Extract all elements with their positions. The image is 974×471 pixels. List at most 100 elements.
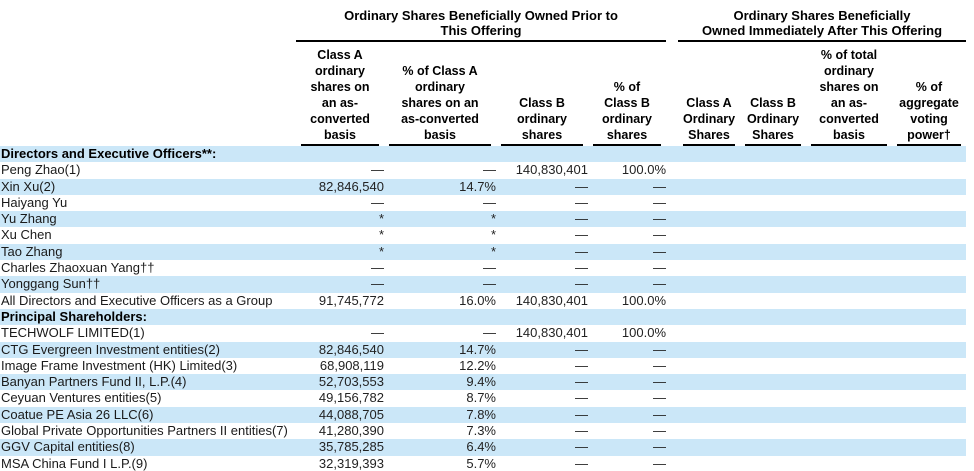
value-cell: * <box>490 211 496 227</box>
value-cell: 9.4% <box>466 374 496 390</box>
table-row: GGV Capital entities(8) 35,785,285 6.4% — — <box>0 439 966 456</box>
value-cell <box>806 358 892 374</box>
empty-cell <box>678 146 740 162</box>
value-cell <box>806 211 892 227</box>
value-cell <box>740 358 806 374</box>
value-cell: 32,319,393 <box>318 455 384 471</box>
value-cell: 35,785,285 <box>318 439 384 455</box>
value-cell: 12.2% <box>459 357 496 373</box>
value-cell <box>806 227 892 243</box>
value-cell: — <box>653 276 666 292</box>
empty-cell <box>384 309 496 325</box>
shareholder-name: Coatue PE Asia 26 LLC(6) <box>1 406 154 422</box>
value-cell <box>740 211 806 227</box>
value-cell <box>892 276 966 292</box>
value-cell <box>678 325 740 341</box>
value-cell <box>678 358 740 374</box>
value-cell: — <box>371 260 384 276</box>
spacer-cell <box>666 358 678 374</box>
value-cell <box>806 423 892 439</box>
value-cell <box>740 456 806 471</box>
value-cell <box>740 244 806 260</box>
value-cell: — <box>653 455 666 471</box>
value-cell <box>892 390 966 406</box>
value-cell: 49,156,782 <box>318 390 384 406</box>
col-header-pct-total-after: % of total ordinary shares on an as- con… <box>806 42 892 146</box>
value-cell: 82,846,540 <box>318 341 384 357</box>
value-cell: — <box>371 194 384 210</box>
table-row: Xu Chen * * — — <box>0 227 966 243</box>
table-row: All Directors and Executive Officers as … <box>0 293 966 309</box>
spacer-cell <box>666 390 678 406</box>
value-cell: * <box>490 243 496 259</box>
shareholder-name: All Directors and Executive Officers as … <box>1 292 273 308</box>
shareholder-name: Ceyuan Ventures entities(5) <box>1 390 162 406</box>
value-cell: — <box>653 260 666 276</box>
value-cell: — <box>653 390 666 406</box>
table-row: Xin Xu(2) 82,846,540 14.7% — — <box>0 178 966 195</box>
value-cell: — <box>653 423 666 439</box>
group-title-after-offering: Ordinary Shares Beneficially Owned Immed… <box>678 0 966 42</box>
value-cell <box>678 260 740 276</box>
value-cell <box>806 244 892 260</box>
value-cell <box>678 342 740 358</box>
value-cell <box>892 423 966 439</box>
value-cell: 6.4% <box>466 439 496 455</box>
shareholder-name: Tao Zhang <box>1 243 63 259</box>
value-cell: * <box>378 243 384 259</box>
group-header-row: Ordinary Shares Beneficially Owned Prior… <box>0 0 966 42</box>
empty-cell <box>678 309 740 325</box>
value-cell: — <box>575 178 588 194</box>
value-cell: 100.0% <box>621 292 666 308</box>
group-prior-offering: Ordinary Shares Beneficially Owned Prior… <box>296 0 666 42</box>
table-row: Peng Zhao(1) — — 140,830,401 100.0% <box>0 162 966 178</box>
table-row: Yu Zhang * * — — <box>0 211 966 228</box>
value-cell: 41,280,390 <box>318 423 384 439</box>
value-cell <box>892 456 966 471</box>
shareholder-name: Yonggang Sun†† <box>1 276 101 292</box>
table-row: Banyan Partners Fund II, L.P.(4) 52,703,5… <box>0 374 966 391</box>
value-cell: — <box>575 406 588 422</box>
value-cell: 8.7% <box>466 390 496 406</box>
value-cell: — <box>653 341 666 357</box>
spacer-cell <box>666 325 678 341</box>
table-row: Yonggang Sun†† — — — — <box>0 276 966 293</box>
empty-cell <box>666 309 678 325</box>
value-cell <box>678 456 740 471</box>
value-cell <box>678 439 740 455</box>
value-cell <box>678 276 740 292</box>
value-cell: — <box>575 374 588 390</box>
spacer-cell <box>666 260 678 276</box>
value-cell <box>892 407 966 423</box>
value-cell <box>678 423 740 439</box>
shareholder-name: CTG Evergreen Investment entities(2) <box>1 341 220 357</box>
value-cell: — <box>575 423 588 439</box>
table-row: Global Private Opportunities Partners II… <box>0 423 966 439</box>
value-cell <box>892 293 966 309</box>
value-cell <box>806 439 892 455</box>
value-cell: — <box>575 211 588 227</box>
empty-cell <box>296 146 384 162</box>
spacer-cell <box>666 293 678 309</box>
shareholder-name: Banyan Partners Fund II, L.P.(4) <box>1 374 187 390</box>
value-cell: — <box>575 243 588 259</box>
empty-cell <box>588 146 666 162</box>
value-cell <box>740 260 806 276</box>
shareholder-name: Global Private Opportunities Partners II… <box>1 423 288 439</box>
value-cell: 52,703,553 <box>318 374 384 390</box>
empty-cell <box>740 146 806 162</box>
value-cell <box>806 374 892 390</box>
value-cell: — <box>575 194 588 210</box>
value-cell: 100.0% <box>621 162 666 178</box>
value-cell: 7.3% <box>466 423 496 439</box>
value-cell: — <box>371 162 384 178</box>
value-cell <box>740 423 806 439</box>
value-cell: * <box>378 227 384 243</box>
value-cell: — <box>575 455 588 471</box>
empty-cell <box>588 309 666 325</box>
value-cell <box>806 195 892 211</box>
value-cell: — <box>575 357 588 373</box>
value-cell <box>806 390 892 406</box>
empty-cell <box>296 309 384 325</box>
